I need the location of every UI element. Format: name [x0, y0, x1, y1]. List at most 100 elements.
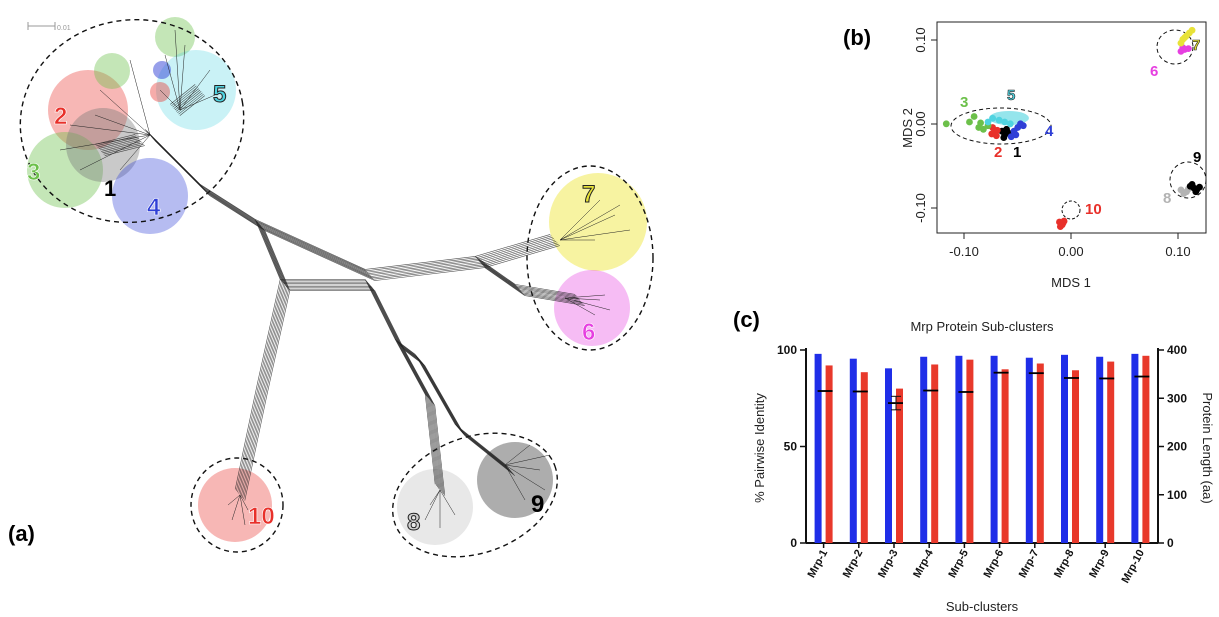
- network-edge: [478, 238, 554, 261]
- network-leaf-edge: [559, 214, 616, 241]
- network-edge: [420, 361, 512, 472]
- network-edge: [99, 139, 141, 151]
- bar-length-Mrp-6: [1001, 369, 1009, 543]
- mds-y-tick-label: -0.10: [913, 193, 928, 223]
- mds-point-cluster-5: [984, 118, 992, 126]
- mds-label-10: 10: [1085, 201, 1102, 218]
- bar-x-tick-label: Mrp-1: [806, 548, 831, 580]
- bar-length-Mrp-10: [1142, 355, 1150, 543]
- cluster-6-circle: [554, 270, 630, 346]
- network-leaf-edge: [504, 464, 546, 491]
- network-edge: [423, 364, 514, 475]
- cluster-9-circle: [477, 442, 553, 518]
- mds-label-1: 1: [1013, 144, 1021, 161]
- network-edge: [478, 260, 579, 299]
- network-edge: [237, 282, 283, 493]
- group-ellipse-8-9: [391, 432, 559, 558]
- mds-label-2: 2: [994, 144, 1002, 161]
- bar-length-Mrp-8: [1072, 370, 1079, 543]
- bar-x-axis-label: Sub-clusters: [946, 599, 1019, 614]
- network-edge: [258, 223, 479, 274]
- bar-length-Mrp-9: [1107, 361, 1115, 543]
- network-edge: [424, 365, 515, 476]
- mds-point-cluster-2: [993, 126, 1001, 134]
- bar-x-tick-label: Mrp-5: [946, 548, 971, 580]
- network-edge: [396, 340, 437, 486]
- mds-point-cluster-4: [1007, 133, 1015, 141]
- cluster-label-8: 8: [407, 509, 420, 536]
- mds-x-axis-label: MDS 1: [1051, 275, 1091, 290]
- mds-point-cluster-9: [1188, 180, 1196, 188]
- network-leaf-edge: [429, 489, 441, 506]
- network-edge: [422, 362, 513, 474]
- network-edge: [475, 256, 576, 295]
- mds-y-tick-label: 0.10: [913, 27, 928, 52]
- cluster-5-circle: [156, 50, 236, 130]
- cluster-8-circle: [397, 469, 473, 545]
- network-edge: [95, 134, 136, 145]
- bar-y-tick-label: 50: [784, 440, 798, 454]
- mds-point-cluster-3: [977, 119, 984, 127]
- mds-point-cluster-5: [995, 116, 1003, 124]
- network-edge: [373, 289, 424, 365]
- mds-group-ellipse-6-7: [1156, 29, 1194, 65]
- network-leaf-edge: [79, 134, 151, 171]
- group-ellipse-6-7: [526, 165, 654, 351]
- network-edge: [476, 235, 552, 259]
- network-leaf-edge: [564, 294, 606, 299]
- panel-label-c: (c): [733, 307, 760, 332]
- cluster-label-6: 6: [582, 319, 595, 346]
- mds-label-6: 6: [1150, 63, 1158, 80]
- mds-point-cluster-7: [1188, 26, 1196, 34]
- bar-identity-Mrp-4: [920, 356, 928, 543]
- cluster-label-4: 4: [147, 194, 161, 221]
- network-edge: [403, 349, 444, 495]
- mds-point-cluster-10: [1059, 219, 1067, 227]
- network-edge: [244, 290, 291, 501]
- cluster-label-2: 2: [54, 103, 67, 130]
- network-edge: [479, 239, 556, 263]
- network-edge: [170, 84, 196, 105]
- bar-x-tick-label: Mrp-8: [1052, 548, 1077, 580]
- network-edge: [154, 140, 291, 291]
- network-leaf-edge: [504, 464, 526, 501]
- network-leaf-edge: [239, 494, 249, 511]
- network-edge: [397, 342, 438, 488]
- bar-identity-Mrp-8: [1061, 354, 1068, 543]
- network-leaf-edge: [559, 229, 631, 241]
- mds-point-cluster-6: [1184, 45, 1192, 53]
- bar-chart-title: Mrp Protein Sub-clusters: [910, 319, 1054, 334]
- network-leaf-edge: [164, 54, 181, 111]
- network-leaf-edge: [239, 494, 246, 526]
- mds-point-cluster-3: [979, 125, 987, 133]
- cluster-label-7: 7: [582, 181, 595, 208]
- mds-label-7: 7: [1192, 37, 1200, 54]
- bar-x-tick-label: Mrp-2: [841, 548, 866, 580]
- mds-label-4: 4: [1045, 123, 1054, 140]
- mds-group-ellipse-8-9: [1169, 161, 1207, 199]
- network-leaf-edge: [559, 204, 621, 241]
- network-edge: [399, 344, 441, 491]
- mds-point-cluster-9: [1196, 183, 1203, 191]
- bar-marks: [814, 353, 1150, 543]
- network-edge: [263, 228, 484, 280]
- bar-y-tick-label: 0: [790, 536, 797, 550]
- network-edge: [173, 88, 199, 109]
- mds-point-cluster-4: [1019, 122, 1027, 130]
- bar-y-tick-label: 100: [777, 343, 797, 357]
- bar-axes: 0 50 100 0 100 200 300 400 Mrp-1 Mrp-2 Mrp-3 Mrp-4 M…: [777, 343, 1187, 585]
- network-leaf-edge: [174, 29, 181, 111]
- network-edge: [243, 289, 289, 500]
- network-leaf-edge: [564, 297, 611, 311]
- mds-x-tick-label: -0.10: [949, 244, 979, 259]
- cluster-satellite-circle: [94, 53, 130, 89]
- network-edge: [372, 287, 423, 364]
- network-edge: [394, 339, 436, 485]
- network-edge: [476, 257, 577, 297]
- bar-x-tick-label: Mrp-9: [1087, 548, 1112, 580]
- network-edge: [104, 145, 145, 156]
- network-leaf-edge: [179, 69, 211, 111]
- network-edge: [97, 136, 138, 148]
- mds-y-axis-label: MDS 2: [900, 108, 915, 148]
- network-edge: [98, 138, 139, 149]
